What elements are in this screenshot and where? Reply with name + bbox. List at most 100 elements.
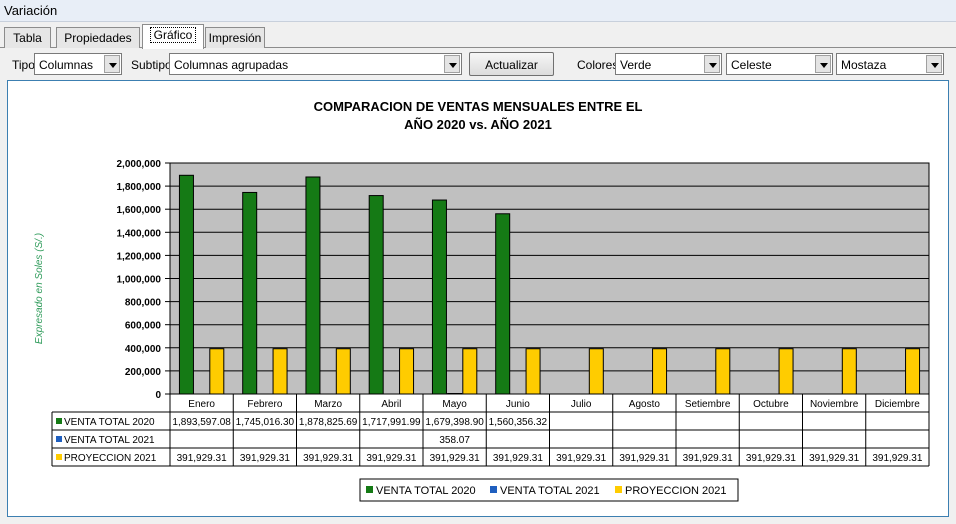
- table-series-swatch: [56, 418, 62, 424]
- table-series-swatch: [56, 454, 62, 460]
- color3-select[interactable]: Mostaza: [836, 53, 944, 75]
- x-category-label: Agosto: [629, 399, 661, 410]
- tab-strip: Tabla Propiedades Gráfico Impresión: [0, 22, 956, 49]
- y-tick-label: 600,000: [125, 321, 162, 332]
- data-label: 391,929.31: [746, 453, 796, 464]
- legend-swatch: [366, 486, 373, 493]
- data-label: 391,929.31: [303, 453, 353, 464]
- bar: [209, 348, 225, 395]
- x-category-label: Diciembre: [875, 399, 920, 410]
- chevron-down-icon[interactable]: [704, 55, 720, 73]
- data-label: 391,929.31: [366, 453, 416, 464]
- bar: [368, 195, 384, 395]
- chart-panel: COMPARACION DE VENTAS MENSUALES ENTRE EL…: [7, 80, 949, 517]
- legend-label: VENTA TOTAL 2021: [500, 485, 600, 497]
- x-category-label: Febrero: [247, 399, 282, 410]
- legend-swatch: [490, 486, 497, 493]
- color3-select-value: Mostaza: [841, 58, 887, 72]
- y-tick-label: 800,000: [125, 298, 162, 309]
- legend-label: VENTA TOTAL 2020: [376, 485, 476, 497]
- window-titlebar: Variación: [0, 0, 956, 22]
- data-label: 391,929.31: [872, 453, 922, 464]
- tab-impresion-label: Impresión: [208, 31, 262, 45]
- bar: [399, 348, 415, 395]
- chart-toolbar: Tipo Columnas Subtipo Columnas agrupadas…: [0, 50, 956, 80]
- bar: [178, 174, 194, 395]
- data-label: 1,878,825.69: [299, 417, 358, 428]
- chart-canvas: COMPARACION DE VENTAS MENSUALES ENTRE EL…: [34, 99, 930, 502]
- subtipo-label: Subtipo: [131, 58, 172, 72]
- color2-select-value: Celeste: [731, 58, 772, 72]
- chevron-down-icon[interactable]: [104, 55, 120, 73]
- x-category-label: Julio: [571, 399, 592, 410]
- x-category-label: Mayo: [442, 399, 467, 410]
- data-label: 391,929.31: [809, 453, 859, 464]
- actualizar-button[interactable]: Actualizar: [469, 52, 554, 76]
- bar: [462, 348, 478, 395]
- tipo-select[interactable]: Columnas: [34, 53, 122, 75]
- data-label: 391,929.31: [493, 453, 543, 464]
- tab-tabla-label: Tabla: [13, 31, 42, 45]
- color1-select[interactable]: Verde: [615, 53, 722, 75]
- x-category-label: Junio: [506, 399, 530, 410]
- tab-propiedades-label: Propiedades: [64, 31, 132, 45]
- x-category-label: Noviembre: [810, 399, 859, 410]
- x-category-label: Enero: [188, 399, 215, 410]
- y-tick-label: 1,200,000: [117, 251, 162, 262]
- bar: [242, 191, 258, 395]
- chevron-down-icon[interactable]: [926, 55, 942, 73]
- data-label: 391,929.31: [683, 453, 733, 464]
- x-category-label: Abril: [381, 399, 401, 410]
- bar: [905, 348, 921, 395]
- y-tick-label: 1,400,000: [117, 228, 162, 239]
- y-tick-label: 400,000: [125, 344, 162, 355]
- subtipo-select[interactable]: Columnas agrupadas: [169, 53, 462, 75]
- y-tick-label: 1,600,000: [117, 205, 162, 216]
- x-category-label: Marzo: [314, 399, 342, 410]
- data-label: 1,893,597.08: [172, 417, 231, 428]
- data-label: 391,929.31: [240, 453, 290, 464]
- tipo-label: Tipo: [12, 58, 35, 72]
- table-series-name: VENTA TOTAL 2020: [64, 417, 155, 428]
- y-tick-label: 2,000,000: [117, 159, 162, 170]
- data-label: 1,560,356.32: [489, 417, 548, 428]
- bar: [525, 348, 541, 395]
- bar: [305, 176, 321, 395]
- bar: [495, 213, 511, 395]
- bar: [652, 348, 668, 395]
- data-label: 1,679,398.90: [425, 417, 484, 428]
- tab-impresion[interactable]: Impresión: [205, 27, 265, 48]
- bar: [588, 348, 604, 395]
- tab-grafico[interactable]: Gráfico: [142, 24, 204, 49]
- y-axis-label: Expresado en Soles (S/.): [34, 233, 45, 344]
- y-tick-label: 1,000,000: [117, 275, 162, 286]
- bar: [272, 348, 288, 395]
- color1-select-value: Verde: [620, 58, 652, 72]
- chevron-down-icon[interactable]: [815, 55, 831, 73]
- table-series-name: PROYECCION 2021: [64, 453, 157, 464]
- table-series-name: VENTA TOTAL 2021: [64, 435, 155, 446]
- tab-tabla[interactable]: Tabla: [4, 27, 51, 48]
- subtipo-select-value: Columnas agrupadas: [174, 58, 289, 72]
- bar: [778, 348, 794, 395]
- chart-title-line: COMPARACION DE VENTAS MENSUALES ENTRE EL: [314, 99, 643, 114]
- data-label: 1,745,016.30: [236, 417, 295, 428]
- tipo-select-value: Columnas: [39, 58, 94, 72]
- x-category-label: Octubre: [753, 399, 789, 410]
- legend-label: PROYECCION 2021: [625, 485, 726, 497]
- bar: [715, 348, 731, 395]
- x-category-label: Setiembre: [685, 399, 731, 410]
- tab-propiedades[interactable]: Propiedades: [56, 27, 140, 48]
- data-label: 358.07: [439, 435, 470, 446]
- color2-select[interactable]: Celeste: [726, 53, 833, 75]
- y-tick-label: 1,800,000: [117, 182, 162, 193]
- chevron-down-icon[interactable]: [444, 55, 460, 73]
- window-title: Variación: [4, 3, 58, 18]
- table-series-swatch: [56, 436, 62, 442]
- data-label: 1,717,991.99: [362, 417, 421, 428]
- legend-swatch: [615, 486, 622, 493]
- bar: [431, 199, 447, 395]
- bar: [841, 348, 857, 395]
- tab-grafico-label: Gráfico: [149, 27, 197, 43]
- data-label: 391,929.31: [430, 453, 480, 464]
